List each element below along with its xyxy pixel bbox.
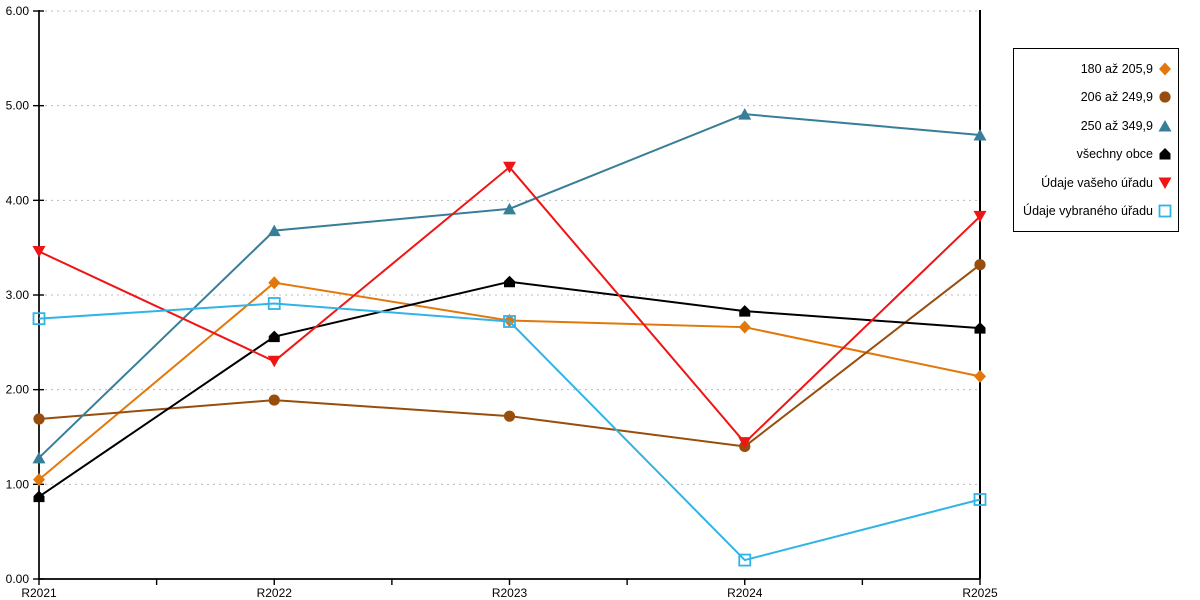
square-open-marker-icon [1158, 204, 1172, 218]
data-point-marker [973, 210, 987, 223]
diamond-marker-icon [1159, 62, 1171, 76]
data-point-marker [503, 410, 516, 422]
y-tick-label: 4.00 [6, 193, 30, 207]
legend-item: 180 až 205,9 [1014, 55, 1178, 84]
data-point-marker [503, 202, 516, 215]
x-tick-label: R2022 [257, 586, 293, 600]
legend: 180 až 205,9 206 až 249,9 250 až 349,9 všec… [1013, 48, 1179, 232]
series-pentagon [33, 275, 986, 503]
y-tick-label: 2.00 [6, 383, 30, 397]
diamond-marker-icon [1159, 62, 1171, 76]
legend-item: Údaje vašeho úřadu [1014, 169, 1178, 198]
data-point-marker [267, 297, 281, 310]
legend-item: 250 až 349,9 [1014, 112, 1178, 141]
data-point-marker [503, 161, 516, 174]
y-tick-label: 6.00 [6, 4, 30, 18]
legend-label: Údaje vybraného úřadu [1023, 204, 1153, 219]
legend-item: 206 až 249,9 [1014, 83, 1178, 112]
data-point-marker [739, 305, 751, 317]
x-tick-label: R2024 [727, 586, 763, 600]
data-point-marker [33, 490, 45, 503]
y-tick-label: 0.00 [6, 572, 30, 586]
data-point-marker [33, 413, 45, 425]
data-point-marker [738, 437, 752, 449]
triangle-down-marker-icon [1158, 177, 1172, 189]
series-line [38, 302, 981, 562]
data-point-marker [268, 394, 280, 406]
data-point-marker [503, 315, 516, 328]
legend-label: 206 až 249,9 [1080, 90, 1153, 105]
legend-label: všechny obce [1076, 147, 1153, 162]
data-point-marker [504, 275, 515, 288]
legend-label: 180 až 205,9 [1080, 61, 1153, 76]
pentagon-marker-icon [1159, 148, 1171, 160]
pentagon-marker-icon [1159, 148, 1171, 160]
data-point-marker [32, 451, 46, 464]
series-line [38, 281, 981, 481]
series-diamond [33, 276, 986, 487]
x-tick-label: R2025 [962, 586, 998, 600]
y-tick-label: 5.00 [6, 99, 30, 113]
data-point-marker [267, 224, 281, 237]
data-point-marker [268, 330, 280, 343]
triangle-up-marker-icon [1158, 119, 1172, 132]
x-tick-label: R2021 [21, 586, 57, 600]
series-triangle-down [32, 161, 987, 449]
data-point-marker [973, 493, 987, 506]
circle-marker-icon [1159, 91, 1171, 103]
data-point-marker [738, 108, 752, 120]
series-triangle-up [32, 108, 987, 464]
triangle-up-marker-icon [1158, 119, 1172, 132]
data-point-marker [974, 259, 986, 271]
y-tick-label: 3.00 [6, 288, 30, 302]
triangle-down-marker-icon [1158, 177, 1172, 189]
data-point-marker [738, 320, 751, 334]
data-point-marker [32, 312, 46, 326]
series-square-open [32, 297, 987, 567]
x-tick-label: R2023 [492, 586, 528, 600]
legend-label: Údaje vašeho úřadu [1041, 175, 1153, 190]
square-open-marker-icon [1158, 204, 1172, 218]
data-point-marker [974, 369, 986, 383]
data-point-marker [974, 322, 986, 334]
legend-label: 250 až 349,9 [1080, 118, 1153, 133]
legend-item: Údaje vybraného úřadu [1014, 197, 1178, 226]
data-point-marker [32, 245, 46, 258]
data-point-marker [268, 276, 281, 290]
data-point-marker [33, 473, 45, 487]
legend-item: všechny obce [1014, 140, 1178, 169]
y-tick-label: 1.00 [6, 477, 30, 491]
data-point-marker [738, 553, 752, 567]
data-point-marker [267, 355, 281, 368]
series-circle [33, 259, 986, 453]
data-point-marker [973, 129, 987, 141]
circle-marker-icon [1159, 91, 1171, 103]
